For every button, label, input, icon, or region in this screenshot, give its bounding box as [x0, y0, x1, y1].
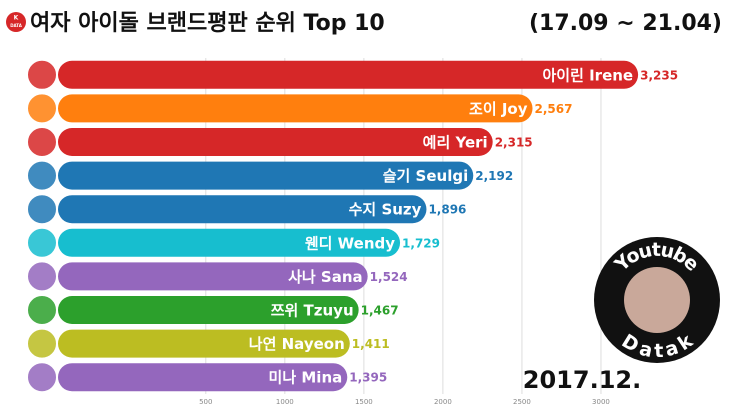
- avatar: [26, 294, 58, 326]
- bar: [58, 329, 350, 358]
- avatar: [26, 58, 58, 91]
- bar: [58, 296, 359, 324]
- x-tick-label: 500: [199, 398, 212, 406]
- icon-text: K: [14, 15, 19, 22]
- bar: [58, 161, 474, 190]
- bar-label: 수지 Suzy: [349, 201, 422, 219]
- bar: [58, 262, 368, 291]
- value-label: 2,315: [495, 136, 533, 150]
- bar-label: 조이 Joy: [469, 100, 528, 118]
- bar: [58, 363, 348, 392]
- chart-title: 여자 아이돌 브랜드평판 순위 Top 10: [30, 11, 385, 36]
- bar-label: 슬기 Seulgi: [383, 167, 469, 185]
- icon: [6, 12, 26, 32]
- x-tick-label: 1000: [276, 398, 294, 406]
- bar: [58, 94, 533, 123]
- value-label: 2,192: [475, 169, 513, 183]
- value-label: 1,524: [370, 270, 408, 284]
- value-label: 1,896: [428, 203, 466, 217]
- bar: [58, 228, 401, 257]
- avatar: [26, 159, 58, 192]
- x-tick-label: 2500: [513, 398, 531, 406]
- x-tick-label: 3000: [592, 398, 610, 406]
- x-tick-label: 2000: [434, 398, 452, 406]
- value-label: 2,567: [535, 102, 573, 116]
- chart-subtitle: (17.09 ~ 21.04): [529, 11, 722, 36]
- bar: [58, 128, 493, 156]
- avatar: [26, 226, 58, 259]
- bar-label: 웬디 Wendy: [305, 234, 395, 252]
- date-annotation: 2017.12.: [523, 366, 641, 394]
- avatar: [26, 193, 58, 226]
- bar-label: 아이린 Irene: [542, 66, 633, 84]
- bar: [58, 60, 639, 89]
- bar-label: 미나 Mina: [269, 369, 343, 387]
- value-label: 1,411: [352, 337, 390, 351]
- bar-label: 사나 Sana: [288, 268, 363, 286]
- avatar: [26, 361, 58, 394]
- x-tick-label: 1500: [355, 398, 373, 406]
- bar-label: 나연 Nayeon: [249, 335, 345, 353]
- bars: 아이린 Irene 3,235 조이 Joy 2,567 예리 Yeri 2,315 슬기 …: [26, 58, 678, 394]
- value-label: 1,729: [402, 236, 440, 250]
- value-label: 1,467: [361, 304, 399, 318]
- icon-text: DATA: [10, 23, 23, 28]
- avatar: [26, 327, 58, 360]
- bar: [58, 195, 427, 224]
- avatar: [26, 260, 58, 293]
- value-label: 3,235: [640, 68, 678, 82]
- bar-label: 쯔위 Tzuyu: [271, 302, 354, 320]
- bar-label: 예리 Yeri: [423, 134, 488, 152]
- avatar: [26, 126, 58, 158]
- value-label: 1,395: [349, 371, 387, 385]
- avatar: [26, 92, 58, 125]
- badge-photo: [624, 267, 690, 333]
